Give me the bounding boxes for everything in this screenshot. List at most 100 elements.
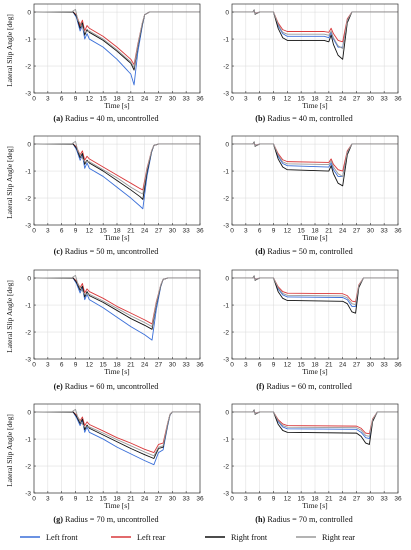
panel-caption: (e) Radius = 60 m, uncontrolled: [54, 382, 159, 391]
x-tick-label: 30: [367, 362, 375, 369]
x-tick-label: 0: [32, 496, 36, 503]
y-tick-label: 0: [27, 9, 31, 16]
x-tick-label: 21: [325, 362, 333, 369]
x-tick-label: 21: [325, 228, 333, 235]
panel-caption-text: Radius = 70 m, controlled: [265, 515, 352, 524]
x-tick-label: 0: [230, 96, 234, 103]
x-tick-label: 0: [230, 362, 234, 369]
x-axis-label: Time [s]: [302, 233, 327, 242]
y-tick-label: -2: [25, 63, 31, 70]
y-axis-label: Lateral Slip Angle [deg]: [5, 280, 14, 353]
x-tick-label: 12: [284, 496, 292, 503]
y-tick-label: -1: [223, 436, 229, 443]
x-tick-label: 12: [86, 228, 94, 235]
y-tick-label: -3: [223, 356, 229, 363]
x-tick-label: 18: [311, 496, 319, 503]
x-tick-label: 33: [381, 96, 389, 103]
panel-caption-text: Radius = 60 m, controlled: [264, 382, 351, 391]
x-tick-label: 9: [272, 96, 276, 103]
x-axis-label: Time [s]: [104, 233, 129, 242]
x-tick-label: 33: [381, 496, 389, 503]
x-tick-label: 30: [367, 96, 375, 103]
x-tick-label: 18: [113, 496, 121, 503]
series-line: [232, 10, 398, 49]
x-tick-label: 27: [353, 96, 361, 103]
x-axis-label: Time [s]: [302, 101, 327, 110]
x-tick-label: 36: [196, 496, 204, 503]
y-tick-label: -1: [223, 36, 229, 43]
y-tick-label: -3: [25, 356, 31, 363]
x-tick-label: 18: [311, 96, 319, 103]
y-tick-label: -3: [25, 222, 31, 229]
x-tick-label: 27: [155, 228, 163, 235]
x-tick-label: 36: [394, 96, 402, 103]
panel-caption: (h) Radius = 70 m, controlled: [255, 515, 352, 524]
x-axis-label: Time [s]: [302, 367, 327, 376]
series-line: [33, 8, 200, 68]
x-tick-label: 33: [183, 362, 191, 369]
x-tick-label: 9: [74, 228, 78, 235]
x-tick-label: 15: [100, 496, 108, 503]
y-tick-label: -1: [25, 36, 31, 43]
series-line: [232, 142, 398, 177]
y-tick-label: -2: [223, 463, 229, 470]
x-tick-label: 12: [86, 362, 94, 369]
x-axis-label: Time [s]: [104, 367, 129, 376]
x-tick-label: 15: [100, 362, 108, 369]
y-tick-label: -3: [25, 90, 31, 97]
x-tick-label: 6: [258, 362, 262, 369]
y-tick-label: -2: [25, 463, 31, 470]
y-tick-label: -2: [223, 195, 229, 202]
x-tick-label: 6: [258, 496, 262, 503]
x-tick-label: 18: [311, 362, 319, 369]
x-tick-label: 21: [325, 96, 333, 103]
x-tick-label: 3: [244, 96, 248, 103]
x-tick-label: 18: [113, 362, 121, 369]
series-line: [232, 276, 398, 305]
x-tick-label: 24: [339, 228, 347, 235]
x-tick-label: 33: [183, 496, 191, 503]
x-tick-label: 33: [183, 96, 191, 103]
x-tick-label: 15: [100, 96, 108, 103]
panel-caption-text: Radius = 40 m, controlled: [265, 114, 352, 123]
x-tick-label: 33: [381, 362, 389, 369]
x-tick-label: 36: [394, 228, 402, 235]
x-tick-label: 18: [113, 96, 121, 103]
x-axis-label: Time [s]: [302, 501, 327, 510]
y-tick-label: -2: [223, 63, 229, 70]
x-tick-label: 6: [60, 96, 64, 103]
panel-caption-label: (c): [54, 247, 63, 256]
panel-caption-label: (b): [255, 114, 265, 123]
y-tick-label: 0: [225, 275, 229, 282]
y-axis-label: Lateral Slip Angle [deg]: [5, 14, 14, 87]
x-tick-label: 3: [244, 362, 248, 369]
x-tick-label: 30: [169, 96, 177, 103]
legend-label: Left front: [46, 533, 78, 542]
x-tick-label: 12: [284, 228, 292, 235]
panel-caption: (b) Radius = 40 m, controlled: [255, 114, 352, 123]
x-tick-label: 36: [196, 96, 204, 103]
y-tick-label: -1: [223, 302, 229, 309]
panel-caption-label: (e): [54, 382, 63, 391]
panel-caption-label: (f): [256, 382, 264, 391]
legend-item: Right front: [205, 533, 268, 542]
x-tick-label: 24: [141, 228, 149, 235]
x-tick-label: 15: [298, 96, 306, 103]
x-tick-label: 12: [284, 362, 292, 369]
panel-caption: (d) Radius = 50 m, controlled: [255, 247, 352, 256]
panel-caption-label: (d): [255, 247, 265, 256]
legend-label: Right front: [231, 533, 268, 542]
y-tick-label: -1: [25, 436, 31, 443]
x-tick-label: 18: [311, 228, 319, 235]
legend-item: Left front: [20, 533, 78, 542]
x-tick-label: 9: [74, 496, 78, 503]
x-tick-label: 3: [46, 228, 50, 235]
y-tick-label: 0: [225, 141, 229, 148]
x-tick-label: 24: [339, 96, 347, 103]
y-axis-label: Lateral Slip Angle [deg]: [5, 146, 14, 219]
x-tick-label: 27: [155, 96, 163, 103]
